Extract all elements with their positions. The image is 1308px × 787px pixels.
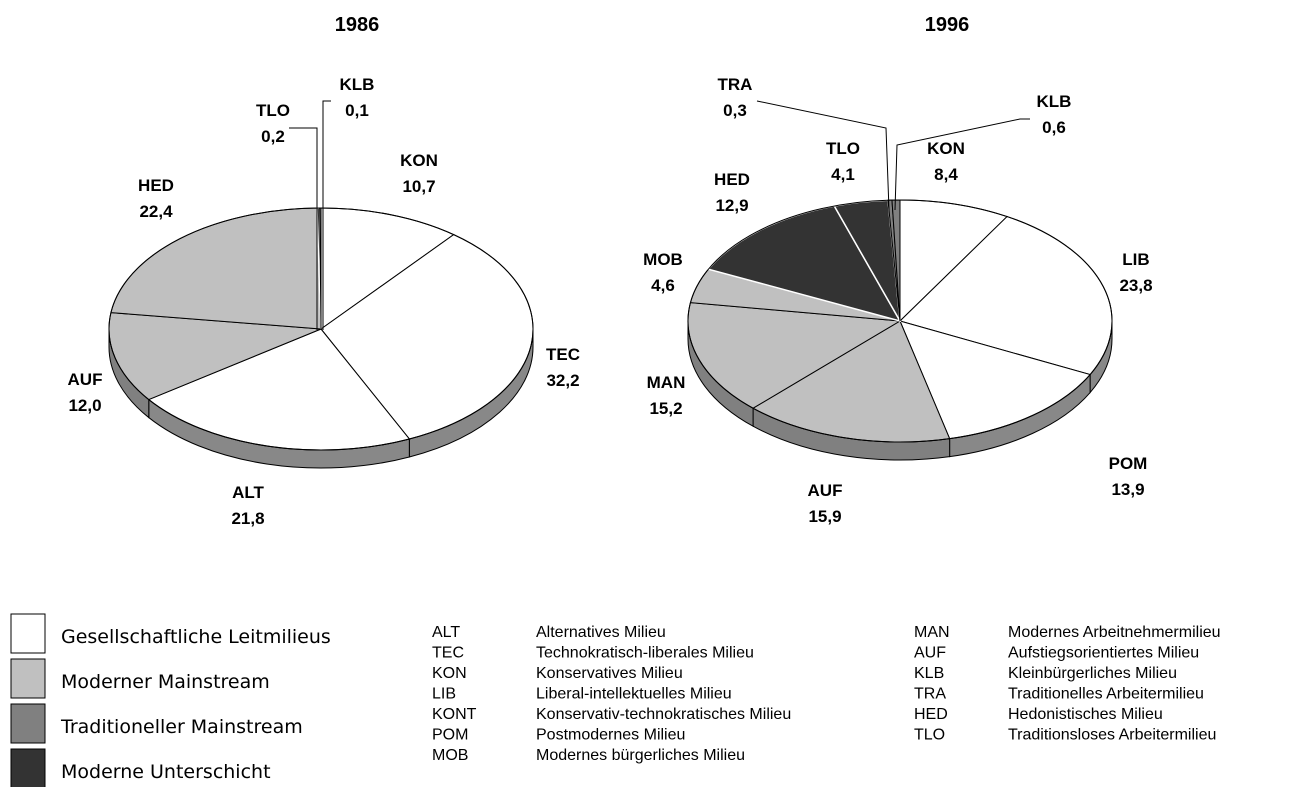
slice-value-klb: 0,1 xyxy=(345,101,369,120)
legend-swatch-traditionell xyxy=(10,703,46,744)
abbreviation-list: ALT Alternatives Milieu TEC Technokratisch-… xyxy=(432,624,1221,764)
slice-value-tra: 0,3 xyxy=(723,101,747,120)
slice-label-pom: POM xyxy=(1109,454,1148,473)
abbr-code: AUF xyxy=(914,645,946,662)
legend: Gesellschaftliche Leitmilieus Moderner Ma… xyxy=(10,613,331,787)
legend-label-mainstream: Moderner Mainstream xyxy=(61,671,270,693)
slice-label-man: MAN xyxy=(647,373,686,392)
chart-title: 1986 xyxy=(335,14,380,36)
slice-label-auf: AUF xyxy=(808,481,843,500)
abbr-code: TRA xyxy=(914,686,946,703)
pie-chart-1986: 1986 KON 10,7 TEC 32,2 ALT 21,8 AUF 12,0 HED 22,4 T… xyxy=(68,14,580,528)
slice-value-alt: 21,8 xyxy=(231,509,264,528)
abbr-code: ALT xyxy=(432,624,460,641)
pie-outline xyxy=(108,207,534,451)
abbr-name: Traditionsloses Arbeitermilieu xyxy=(1008,727,1216,744)
legend-swatch-mainstream xyxy=(10,658,46,699)
abbr-code: HED xyxy=(914,706,948,723)
abbr-name: Technokratisch-liberales Milieu xyxy=(536,645,754,662)
legend-swatch-leit xyxy=(10,613,46,654)
abbr-code: MAN xyxy=(914,624,950,641)
slice-value-tlo: 4,1 xyxy=(831,165,855,184)
slice-value-auf: 15,9 xyxy=(808,507,841,526)
slice-value-klb: 0,6 xyxy=(1042,118,1066,137)
leader-line-tlo xyxy=(289,127,318,330)
abbr-code: KONT xyxy=(432,706,477,723)
abbr-code: KLB xyxy=(914,665,944,682)
abbr-name: Liberal-intellektuelles Milieu xyxy=(536,686,732,703)
legend-label-unterschicht: Moderne Unterschicht xyxy=(61,761,271,783)
abbr-name: Postmodernes Milieu xyxy=(536,727,685,744)
abbr-name: Modernes Arbeitnehmermilieu xyxy=(1008,624,1221,641)
slice-label-tra: TRA xyxy=(718,75,753,94)
pie-chart-1996: 1996 KON 8,4 LIB 23,8 POM 13,9 AUF 15,9 MAN 15,2 MO… xyxy=(643,14,1152,526)
slice-value-kon: 10,7 xyxy=(402,177,435,196)
pie-slice-hed xyxy=(110,207,322,330)
legend-swatch-unterschicht xyxy=(10,748,46,787)
slice-label-klb: KLB xyxy=(340,75,375,94)
abbr-code: KON xyxy=(432,665,467,682)
legend-label-leit: Gesellschaftliche Leitmilieus xyxy=(61,626,331,648)
slice-value-lib: 23,8 xyxy=(1119,276,1152,295)
slice-label-hed: HED xyxy=(138,176,174,195)
leader-line-klb xyxy=(894,118,1030,211)
slice-value-mob: 4,6 xyxy=(651,276,675,295)
slice-label-hed: HED xyxy=(714,170,750,189)
slice-label-lib: LIB xyxy=(1122,250,1149,269)
slice-label-kon: KON xyxy=(400,151,438,170)
abbr-name: Hedonistisches Milieu xyxy=(1008,706,1163,723)
abbr-name: Modernes bürgerliches Milieu xyxy=(536,747,745,764)
slice-value-tlo: 0,2 xyxy=(261,127,285,146)
leader-line-tra xyxy=(756,100,890,211)
slice-label-mob: MOB xyxy=(643,250,683,269)
slice-label-auf: AUF xyxy=(68,370,103,389)
slice-value-hed: 12,9 xyxy=(715,196,748,215)
slice-label-tec: TEC xyxy=(546,345,580,364)
slice-value-auf: 12,0 xyxy=(68,396,101,415)
slice-label-alt: ALT xyxy=(232,483,264,502)
abbr-code: LIB xyxy=(432,686,456,703)
abbr-code: MOB xyxy=(432,747,468,764)
abbr-name: Konservativ-technokratisches Milieu xyxy=(536,706,791,723)
slice-value-tec: 32,2 xyxy=(546,371,579,390)
slice-value-pom: 13,9 xyxy=(1111,480,1144,499)
leader-line-klb xyxy=(322,100,331,330)
slice-label-kon: KON xyxy=(927,139,965,158)
slice-label-tlo: TLO xyxy=(256,101,290,120)
abbr-name: Alternatives Milieu xyxy=(536,624,666,641)
slice-value-man: 15,2 xyxy=(649,399,682,418)
slice-label-klb: KLB xyxy=(1037,92,1072,111)
abbr-name: Konservatives Milieu xyxy=(536,665,683,682)
pie-outline xyxy=(687,199,1113,443)
legend-label-traditionell: Traditioneller Mainstream xyxy=(60,716,303,738)
abbr-code: TLO xyxy=(914,727,945,744)
abbr-name: Aufstiegsorientiertes Milieu xyxy=(1008,645,1199,662)
abbr-code: POM xyxy=(432,727,468,744)
abbr-name: Traditionelles Arbeitermilieu xyxy=(1008,686,1204,703)
slice-value-hed: 22,4 xyxy=(139,202,173,221)
abbr-code: TEC xyxy=(432,645,464,662)
abbr-name: Kleinbürgerliches Milieu xyxy=(1008,665,1177,682)
slice-value-kon: 8,4 xyxy=(934,165,958,184)
slice-label-tlo: TLO xyxy=(826,139,860,158)
chart-title: 1996 xyxy=(925,14,970,36)
